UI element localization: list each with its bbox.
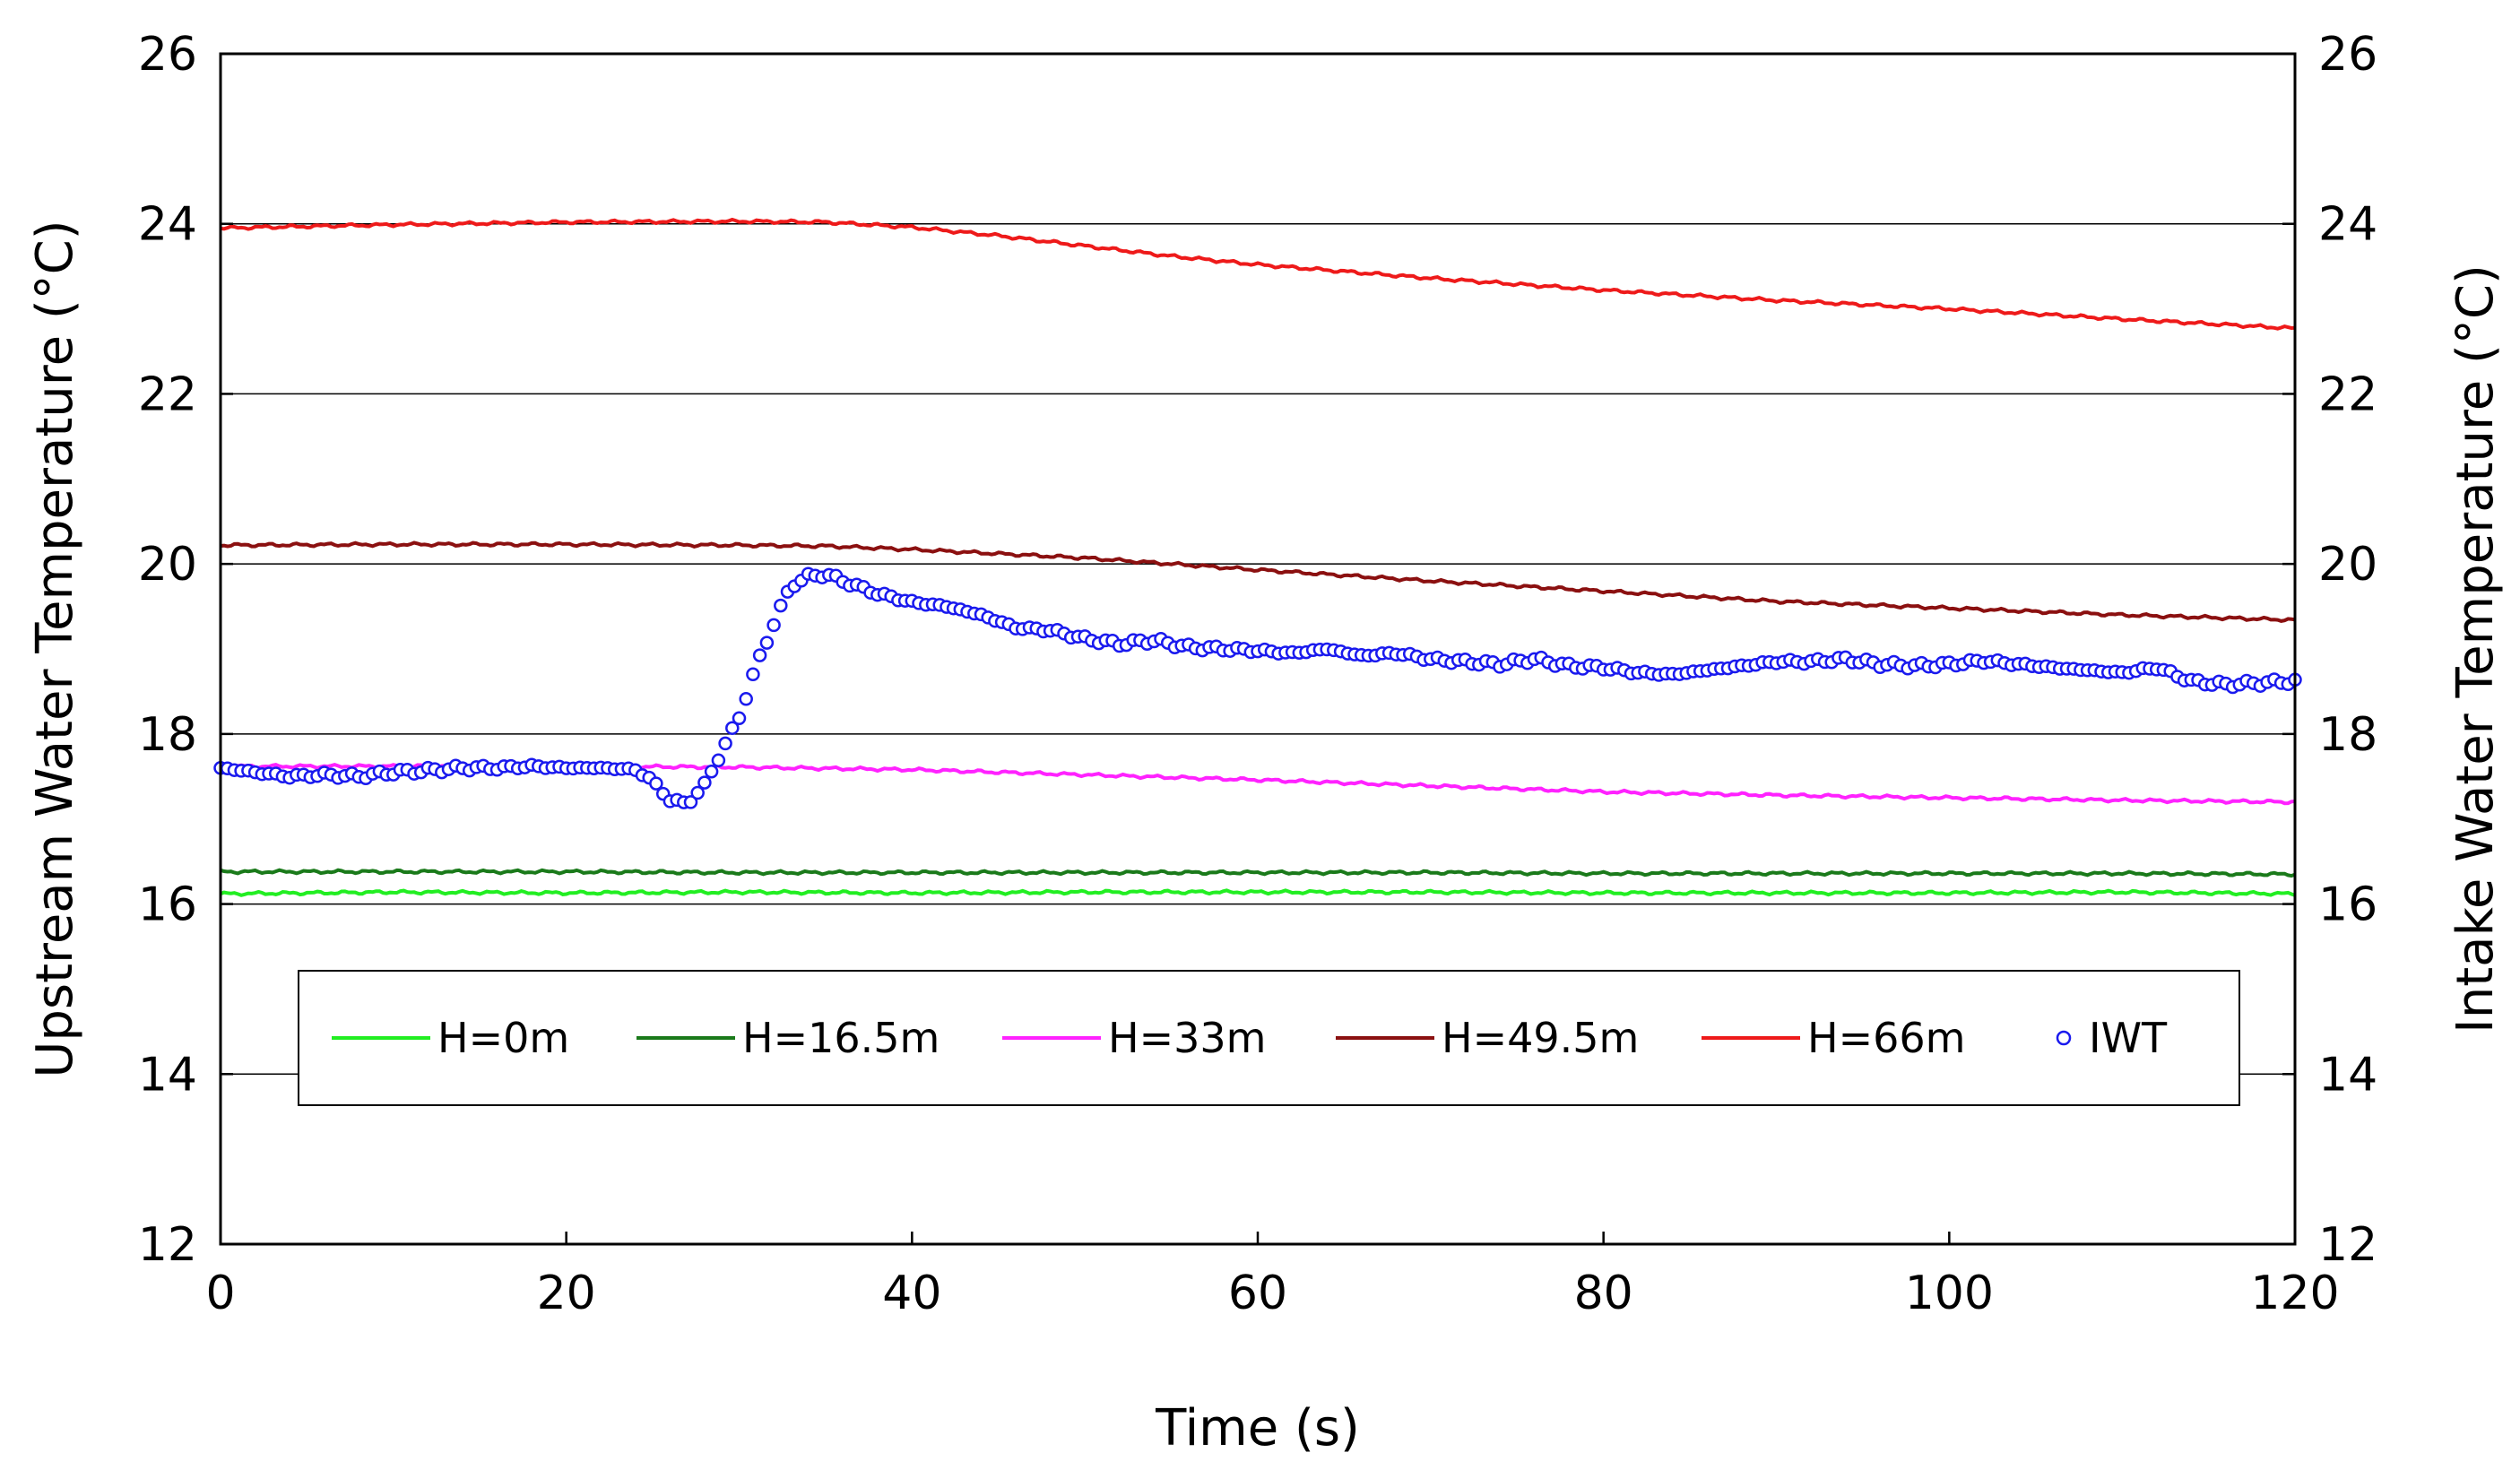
- y-tick-label-right: 12: [2318, 1218, 2377, 1272]
- legend-swatch: [2056, 1030, 2072, 1046]
- data-point: [774, 598, 788, 613]
- y-tick-label-right: 14: [2318, 1048, 2377, 1102]
- x-tick-label: 80: [1574, 1267, 1633, 1320]
- series-line: [220, 888, 2296, 897]
- data-point: [683, 795, 698, 809]
- legend-label: IWT: [2089, 1014, 2168, 1062]
- x-axis-title: Time (s): [1155, 1399, 1360, 1457]
- x-tick-label: 120: [2250, 1267, 2339, 1320]
- y-tick-label-right: 22: [2318, 368, 2377, 421]
- series-line: [220, 540, 2296, 623]
- legend-label: H=0m: [437, 1014, 569, 1062]
- y-axis-title-right: Intake Water Temperature (°C): [2446, 264, 2505, 1033]
- y-tick-label-right: 18: [2318, 708, 2377, 762]
- y-tick-label-right: 24: [2318, 198, 2377, 252]
- x-tick-label: 100: [1905, 1267, 1994, 1320]
- legend: H=0m H=16.5m H=33m H=49.5m H=66m IWT: [298, 970, 2240, 1106]
- legend-label: H=33m: [1108, 1014, 1266, 1062]
- x-tick-label: 20: [537, 1267, 596, 1320]
- series-line: [220, 868, 2296, 878]
- legend-label: H=66m: [1807, 1014, 1965, 1062]
- series-line: [220, 217, 2296, 331]
- data-point: [718, 736, 732, 751]
- legend-label: H=16.5m: [742, 1014, 940, 1062]
- data-point: [759, 636, 775, 650]
- y-tick-label-left: 26: [138, 28, 197, 82]
- data-point: [746, 667, 760, 682]
- series-h-0m: [220, 888, 2296, 897]
- data-point: [732, 711, 747, 726]
- y-tick-label-left: 14: [138, 1048, 197, 1102]
- legend-box: [298, 970, 2240, 1106]
- x-tick-label: 40: [882, 1267, 941, 1320]
- data-point: [690, 785, 705, 800]
- data-point: [704, 765, 719, 779]
- y-axis-title-left: Upstream Water Temperature (°C): [26, 220, 84, 1077]
- series-h-16-5m: [220, 868, 2296, 878]
- axis-ticks: 12 12 14 14 16 16 18 18 20 20 22 22 24 24 26 26 0 20 40 60 8…: [138, 28, 2377, 1320]
- y-tick-label-right: 20: [2318, 538, 2377, 592]
- x-tick-label: 60: [1228, 1267, 1287, 1320]
- y-tick-label-right: 16: [2318, 878, 2377, 932]
- series-iwt: [213, 566, 2302, 809]
- legend-label: H=49.5m: [1442, 1014, 1639, 1062]
- data-point: [766, 618, 781, 633]
- data-point: [649, 776, 663, 791]
- data-point: [739, 692, 753, 706]
- y-tick-label-left: 22: [138, 368, 197, 421]
- y-tick-label-left: 18: [138, 708, 197, 762]
- data-point: [711, 753, 726, 768]
- y-tick-label-left: 12: [138, 1218, 197, 1272]
- series-layer: [213, 217, 2302, 897]
- y-tick-label-right: 26: [2318, 28, 2377, 82]
- series-h-49-5m: [220, 540, 2296, 623]
- data-point: [697, 775, 712, 790]
- data-point: [752, 648, 767, 662]
- y-tick-label-left: 20: [138, 538, 197, 592]
- data-point: [725, 721, 740, 735]
- x-tick-label: 0: [205, 1267, 235, 1320]
- series-h-66m: [220, 217, 2296, 331]
- y-tick-label-left: 24: [138, 198, 197, 252]
- y-tick-label-left: 16: [138, 878, 197, 932]
